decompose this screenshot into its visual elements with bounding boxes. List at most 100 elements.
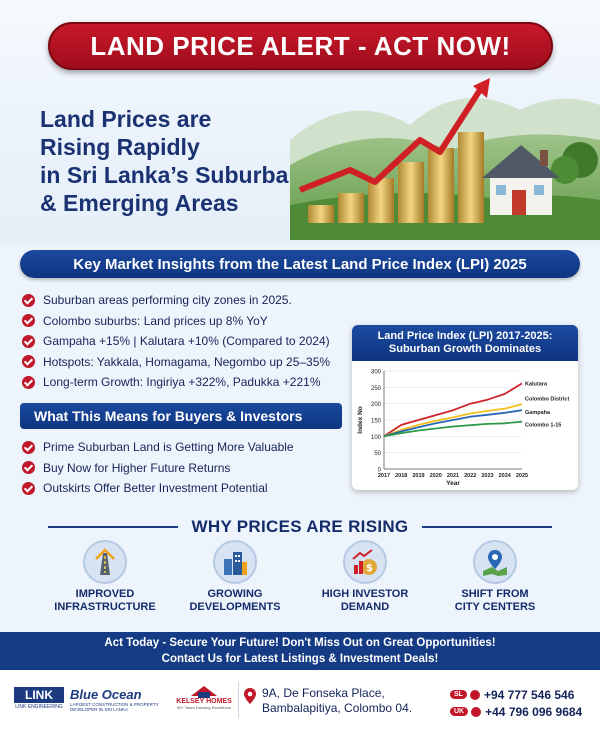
reason-label: HIGH INVESTOR <box>321 588 409 600</box>
landscape-illustration <box>290 78 600 240</box>
chart-title-line: Land Price Index (LPI) 2017-2025: <box>377 330 553 342</box>
logo-text: KELSEY HOMES <box>176 698 232 705</box>
logo-text: Blue Ocean <box>70 687 142 702</box>
country-badge: SL <box>450 690 467 699</box>
hero-title-line: in Sri Lanka’s Suburban <box>40 162 303 188</box>
house-logo-icon <box>191 686 217 698</box>
divider-line <box>422 526 553 528</box>
list-item-text: Gampaha +15% | Kalutara +10% (Compared t… <box>43 334 330 349</box>
buildings-icon <box>213 540 257 584</box>
insights-heading-bar: Key Market Insights from the Latest Land… <box>20 250 580 278</box>
reasons-row: IMPROVED INFRASTRUCTURE GROWING DEVELOPM… <box>40 540 560 625</box>
check-icon <box>22 293 35 307</box>
list-item-text: Hotspots: Yakkala, Homagama, Negombo up … <box>43 354 331 369</box>
footer-divider <box>238 682 239 718</box>
means-heading-bar: What This Means for Buyers & Investors <box>20 403 342 429</box>
reason-label: IMPROVED <box>75 588 135 600</box>
check-icon <box>22 314 35 328</box>
house-icon <box>482 145 560 215</box>
series-label: Gampaha <box>525 410 551 416</box>
list-item: Suburban areas performing city zones in … <box>22 290 352 311</box>
why-heading-row: WHY PRICES ARE RISING <box>0 516 600 538</box>
reason-label: DEMAND <box>340 601 390 613</box>
x-tick-label: 2024 <box>499 473 512 479</box>
address-line: 9A, De Fonseka Place, <box>262 686 385 700</box>
insights-heading: Key Market Insights from the Latest Land… <box>73 255 527 273</box>
phone-list: SL +94 777 546 546 UK +44 796 096 9684 <box>450 686 582 720</box>
cta-line: Act Today - Secure Your Future! Don't Mi… <box>104 637 496 649</box>
y-tick-label: 250 <box>371 386 382 392</box>
x-tick-label: 2019 <box>412 473 424 479</box>
reason-label: GROWING <box>207 588 263 600</box>
check-icon <box>22 355 35 369</box>
y-axis-label: Index No <box>357 406 364 433</box>
road-icon <box>83 540 127 584</box>
address: 9A, De Fonseka Place, Bambalapitiya, Col… <box>244 686 412 716</box>
cta-line: Contact Us for Latest Listings & Investm… <box>161 653 439 665</box>
link-engineering-logo[interactable]: LINK LINK ENGINEERING <box>14 687 64 713</box>
y-tick-label: 0 <box>378 468 382 474</box>
logo-subtext: LINK ENGINEERING <box>15 704 63 710</box>
list-item-text: Long-term Growth: Ingiriya +322%, Padukk… <box>43 375 321 390</box>
hero-title-line: Land Prices are <box>40 106 212 132</box>
x-tick-label: 2020 <box>430 473 442 479</box>
list-item: Colombo suburbs: Land prices up 8% YoY <box>22 311 352 332</box>
x-tick-label: 2017 <box>378 473 390 479</box>
hero-banner: LAND PRICE ALERT - ACT NOW! Land Prices … <box>0 0 600 245</box>
list-item: Outskirts Offer Better Investment Potent… <box>22 478 352 499</box>
y-tick-label: 100 <box>371 435 382 441</box>
kelsey-homes-logo[interactable]: KELSEY HOMES 40+ Years Housing Excellenc… <box>176 684 232 718</box>
y-tick-label: 300 <box>371 370 382 376</box>
list-item-text: Suburban areas performing city zones in … <box>43 293 292 308</box>
coin-stacks <box>308 132 484 223</box>
series-label: Kalutara <box>525 381 548 387</box>
logo-text: LINK <box>14 687 64 703</box>
chart-title: Land Price Index (LPI) 2017-2025: Suburb… <box>352 325 578 361</box>
logo-subtext: LARGEST CONSTRUCTION & PROPERTY DEVELOPE… <box>70 702 159 712</box>
check-icon <box>22 375 35 389</box>
svg-text:$: $ <box>366 563 373 574</box>
list-item: Long-term Growth: Ingiriya +322%, Padukk… <box>22 372 352 393</box>
list-item-text: Outskirts Offer Better Investment Potent… <box>43 481 268 496</box>
alert-text: LAND PRICE ALERT - ACT NOW! <box>90 30 511 61</box>
series-line-colombo-district <box>383 403 523 438</box>
list-item: Gampaha +15% | Kalutara +10% (Compared t… <box>22 331 352 352</box>
y-tick-label: 150 <box>371 419 382 425</box>
reason-developments: GROWING DEVELOPMENTS <box>170 540 300 625</box>
x-axis-label: Year <box>446 480 460 487</box>
chart-title-line: Suburban Growth Dominates <box>388 343 542 355</box>
list-item: Hotspots: Yakkala, Homagama, Negombo up … <box>22 352 352 373</box>
y-tick-label: 50 <box>374 451 381 457</box>
rising-arrow-icon <box>298 88 483 193</box>
reason-label: INFRASTRUCTURE <box>54 601 156 613</box>
list-item-text: Buy Now for Higher Future Returns <box>43 460 231 475</box>
reason-label: SHIFT FROM <box>461 588 529 600</box>
check-icon <box>22 440 35 454</box>
phone-sl[interactable]: SL +94 777 546 546 <box>450 686 582 703</box>
series-line-colombo-1-15 <box>383 420 523 438</box>
divider-line <box>47 526 178 528</box>
logo-subtext: 40+ Years Housing Excellence <box>176 705 232 710</box>
money-bag-icon: $ <box>343 540 387 584</box>
phone-uk[interactable]: UK +44 796 096 9684 <box>450 703 582 720</box>
hero-title: Land Prices are Rising Rapidly in Sri La… <box>40 105 340 217</box>
y-tick-label: 200 <box>371 402 382 408</box>
check-icon <box>22 334 35 348</box>
alert-banner: LAND PRICE ALERT - ACT NOW! <box>48 22 553 70</box>
x-tick-label: 2021 <box>447 473 459 479</box>
x-tick-label: 2022 <box>464 473 476 479</box>
call-to-action-banner: Act Today - Secure Your Future! Don't Mi… <box>0 632 600 670</box>
reason-label: CITY CENTERS <box>454 601 536 613</box>
footer: LINK LINK ENGINEERING Blue Ocean LARGEST… <box>0 670 600 729</box>
series-label: Colombo District <box>525 396 569 402</box>
lpi-line-chart: 0 50 100 150 200 250 300 2017 2018 2019 2020 2021 20… <box>357 370 569 488</box>
x-tick-label: 2018 <box>395 473 407 479</box>
blue-ocean-logo[interactable]: Blue Ocean LARGEST CONSTRUCTION & PROPER… <box>70 687 170 717</box>
list-item-text: Prime Suburban Land is Getting More Valu… <box>43 440 294 455</box>
check-icon <box>22 461 35 475</box>
series-line-kalutara <box>383 382 523 438</box>
hero-title-line: Rising Rapidly <box>40 134 200 160</box>
x-tick-label: 2023 <box>481 473 493 479</box>
insights-list: Suburban areas performing city zones in … <box>22 290 352 393</box>
series-label: Colombo 1-15 <box>525 423 561 429</box>
